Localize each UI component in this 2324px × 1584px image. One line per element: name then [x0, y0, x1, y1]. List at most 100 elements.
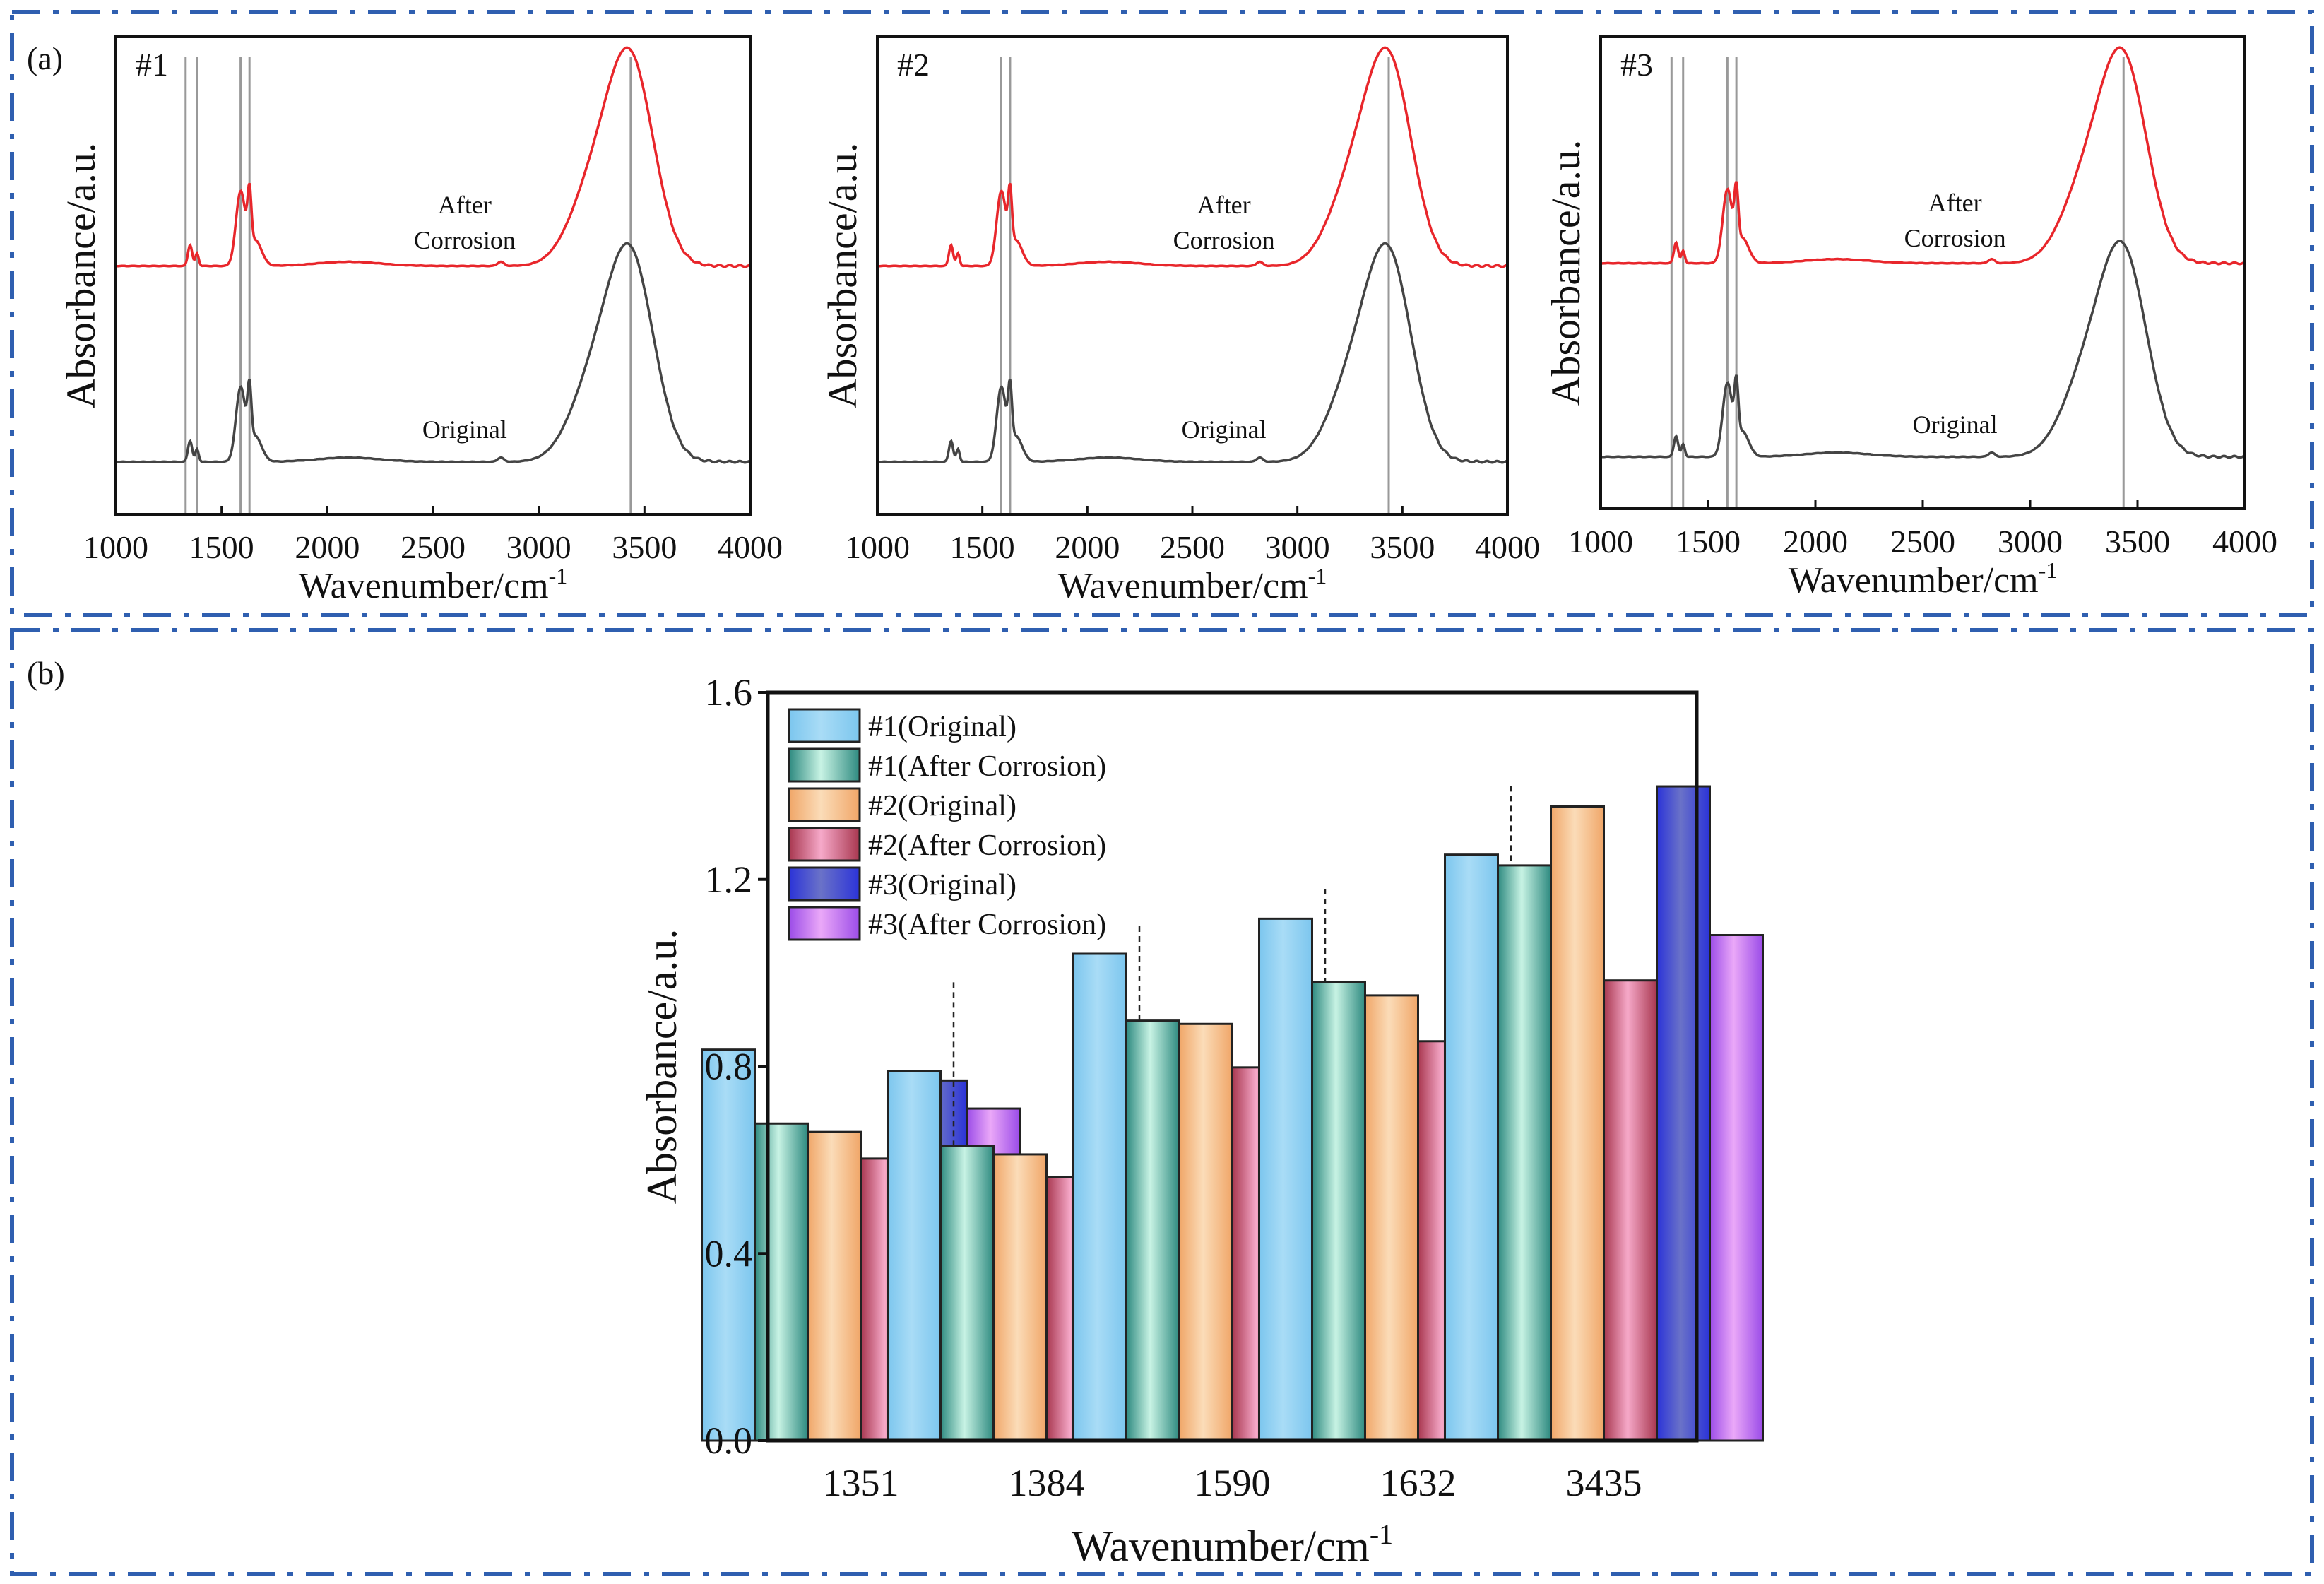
bar-3435-series-6 — [1709, 934, 1764, 1442]
legend-swatch — [788, 747, 861, 783]
y-tick-label: 1.6 — [705, 671, 753, 714]
x-axis-title-sup: -1 — [549, 563, 568, 589]
bar-1590-series-2 — [1125, 1019, 1180, 1442]
bar-1384-series-1 — [887, 1070, 942, 1442]
spectrum-line-original — [1600, 240, 2246, 459]
y-tick-label: 0.8 — [705, 1046, 753, 1088]
y-axis-title: Absorbance/a.u. — [639, 929, 685, 1205]
legend-swatch — [788, 906, 861, 941]
legend-label: #1(Original) — [868, 711, 1016, 743]
x-tick-label: 2000 — [295, 529, 360, 565]
x-axis-title-text: Wavenumber/cm — [299, 566, 549, 606]
x-tick-label: 2500 — [1160, 529, 1225, 565]
x-tick-label: 1500 — [950, 529, 1015, 565]
x-tick-label: 2000 — [1055, 529, 1120, 565]
spectrum-line-after-corrosion — [115, 46, 751, 268]
spectrum-plot-2: After Corrosion Original #2 1000 1500 2000 2500… — [819, 35, 1540, 606]
y-tick-label: 0.0 — [705, 1419, 753, 1462]
legend-swatch — [788, 827, 861, 862]
series-label: Corrosion — [1904, 224, 2006, 252]
x-tick-label: 4000 — [718, 529, 783, 565]
x-tick-label: 3500 — [1370, 529, 1435, 565]
x-tick-label: 1000 — [1568, 524, 1633, 560]
x-tick-label: 4000 — [2212, 524, 2277, 560]
x-tick-label: 2500 — [1890, 524, 1955, 560]
x-axis-title-sup: -1 — [1370, 1518, 1393, 1550]
x-tick-label: 1590 — [1194, 1462, 1271, 1504]
legend-label: #3(Original) — [868, 869, 1016, 902]
series-label: Corrosion — [1173, 226, 1275, 254]
x-tick-label: 1500 — [189, 529, 254, 565]
x-axis-title: Wavenumber/cm-1 — [1058, 563, 1327, 606]
bar-1590-series-3 — [1178, 1022, 1233, 1442]
legend-swatch — [788, 787, 861, 822]
legend-swatch — [788, 708, 861, 743]
legend-label: #2(After Corrosion) — [868, 829, 1106, 862]
x-tick-label: 3500 — [2105, 524, 2170, 560]
series-label: After — [1197, 191, 1251, 219]
x-tick-label: 3500 — [612, 529, 677, 565]
plot-title: #1 — [136, 47, 168, 83]
x-tick-label: 1632 — [1380, 1462, 1457, 1504]
legend: #1(Original) #1(After Corrosion) #2(Origin… — [788, 708, 1106, 941]
panel-b-label: (b) — [27, 655, 65, 691]
bar-3435-series-4 — [1603, 979, 1658, 1442]
y-axis-title: Absorbance/a.u. — [819, 143, 865, 409]
legend-label: #3(After Corrosion) — [868, 909, 1106, 941]
x-tick-label: 3000 — [1998, 524, 2063, 560]
x-axis-title: Wavenumber/cm-1 — [1789, 557, 2058, 601]
x-tick-label: 3000 — [1265, 529, 1330, 565]
bar-1351-series-2 — [754, 1122, 809, 1442]
plot-title: #3 — [1620, 47, 1653, 83]
x-axis-title-text: Wavenumber/cm — [1789, 560, 2039, 601]
x-tick-label: 2000 — [1783, 524, 1848, 560]
legend-label: #2(Original) — [868, 790, 1016, 822]
y-axis-title: Absorbance/a.u. — [1543, 140, 1589, 406]
x-tick-label: 1351 — [823, 1462, 899, 1504]
x-axis-title-sup: -1 — [2039, 557, 2058, 583]
series-label: Original — [422, 415, 507, 444]
x-tick-label: 4000 — [1475, 529, 1540, 565]
x-tick-label: 1000 — [845, 529, 910, 565]
x-tick-label: 1500 — [1676, 524, 1741, 560]
panel-a-frame — [10, 10, 2314, 617]
bar-3435-series-1 — [1444, 853, 1499, 1442]
bar-1632-series-1 — [1258, 917, 1313, 1442]
x-axis-title-text: Wavenumber/cm — [1058, 566, 1308, 606]
series-label: After — [438, 191, 492, 219]
y-tick-label: 1.2 — [705, 858, 753, 901]
series-label: Original — [1182, 415, 1267, 444]
spectrum-plot-3: After Corrosion Original #3 1000 1500 2000 2500… — [1543, 35, 2277, 601]
x-axis-title: Wavenumber/cm-1 — [299, 563, 568, 606]
legend-swatch — [788, 866, 861, 902]
series-label: Corrosion — [414, 226, 516, 254]
x-tick-label: 1000 — [83, 529, 148, 565]
y-axis-title: Absorbance/a.u. — [58, 143, 104, 409]
bar-chart: 1351 1384 1590 1632 3435 0.0 0.4 0.8 1.2 1.6 Waven… — [639, 671, 1764, 1571]
bar-1384-series-3 — [992, 1153, 1048, 1442]
bar-3435-series-3 — [1550, 805, 1605, 1442]
x-tick-label: 1384 — [1009, 1462, 1085, 1504]
y-tick-label: 0.4 — [705, 1232, 753, 1275]
spectrum-plot-1: After Corrosion Original #1 1000 1500 2000 2500… — [58, 35, 783, 606]
x-axis-title-sup: -1 — [1308, 563, 1327, 589]
bar-3435-series-2 — [1497, 864, 1552, 1442]
bar-1384-series-2 — [939, 1145, 995, 1442]
plot-title: #2 — [897, 47, 930, 83]
series-label: After — [1928, 189, 1982, 217]
series-label: Original — [1913, 410, 1998, 439]
spectrum-line-original — [115, 242, 751, 464]
x-tick-label: 2500 — [401, 529, 466, 565]
bar-1590-series-1 — [1072, 952, 1127, 1442]
bar-1351-series-3 — [807, 1130, 862, 1442]
panel-b-frame — [10, 628, 2314, 1576]
spectrum-line-after-corrosion — [1600, 46, 2246, 266]
x-tick-label: 3000 — [506, 529, 571, 565]
legend-label: #1(After Corrosion) — [868, 750, 1106, 783]
panel-a-label: (a) — [27, 40, 63, 76]
bar-1351-series-1 — [701, 1048, 756, 1442]
x-axis-title: Wavenumber/cm-1 — [1072, 1518, 1393, 1571]
bar-3435-series-5 — [1656, 785, 1711, 1442]
spectrum-line-after-corrosion — [877, 46, 1508, 268]
